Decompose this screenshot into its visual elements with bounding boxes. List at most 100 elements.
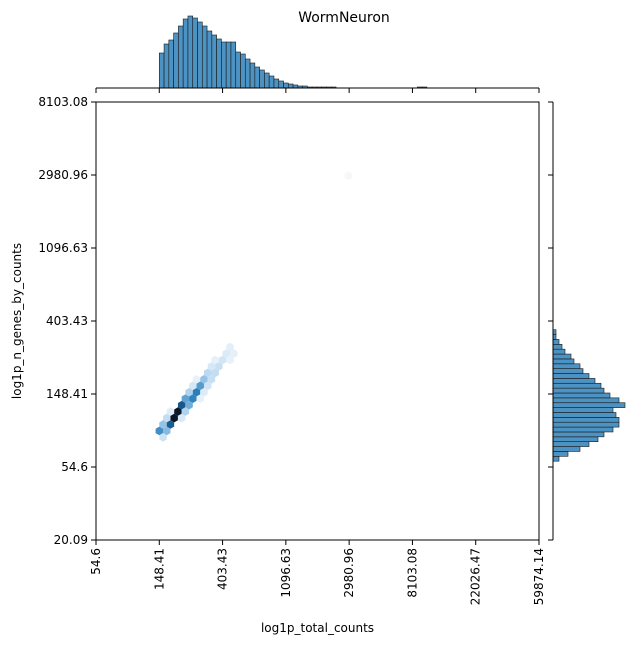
x-marginal-bar xyxy=(168,39,174,89)
x-tick-label: 148.41 xyxy=(152,548,166,590)
x-marginal-bar xyxy=(182,18,189,89)
hexbin-cell xyxy=(203,368,212,378)
x-marginal-bar xyxy=(192,17,198,89)
y-marginal-bar xyxy=(552,402,626,408)
x-marginal-bar xyxy=(235,51,241,89)
y-marginal-bar xyxy=(552,412,617,418)
hexbin-cell xyxy=(218,355,227,365)
hexbin-cell xyxy=(192,375,201,384)
y-marginal-histogram xyxy=(552,329,626,462)
x-marginal-bar xyxy=(197,21,203,89)
x-tick-label: 1096.63 xyxy=(279,548,293,598)
hexbin-cell xyxy=(344,171,353,181)
y-tick-label: 1096.63 xyxy=(38,241,88,255)
y-marginal-bar xyxy=(552,421,620,428)
y-marginal-bar xyxy=(552,407,614,413)
y-marginal-bar xyxy=(552,436,599,442)
x-marginal-bar xyxy=(158,52,165,89)
hexbin-cell xyxy=(200,375,208,384)
x-axis: 54.6 148.41 403.43 1096.63 2980.96 8103.08 220… xyxy=(89,540,546,605)
hexbin-cell xyxy=(174,407,182,416)
y-marginal-bar xyxy=(552,382,602,389)
hexbin-cell xyxy=(215,362,223,371)
hexbin-cell xyxy=(200,387,208,397)
y-marginal-bar xyxy=(552,363,581,369)
y-tick-label: 148.41 xyxy=(46,387,88,401)
y-tick-label: 403.43 xyxy=(46,314,88,328)
y-marginal-ticks xyxy=(548,101,553,541)
y-marginal-bar xyxy=(552,358,575,365)
y-marginal-bar xyxy=(552,426,614,433)
x-marginal-bar xyxy=(230,41,237,89)
y-marginal-bar xyxy=(552,456,560,462)
y-marginal-bar xyxy=(552,392,611,399)
y-marginal-bar xyxy=(552,441,590,447)
hexbin-cell xyxy=(189,381,197,391)
x-tick-label: 403.43 xyxy=(216,548,230,590)
x-marginal-bar xyxy=(163,43,170,89)
x-marginal-bar xyxy=(206,30,213,89)
x-marginal-bar xyxy=(254,66,260,89)
x-tick-label: 8103.08 xyxy=(405,548,419,598)
hexbin-cell xyxy=(207,362,216,371)
y-marginal-bar xyxy=(552,387,605,394)
x-marginal-bar xyxy=(221,41,227,89)
x-marginal-bar xyxy=(268,75,275,89)
y-tick-label: 8103.08 xyxy=(38,95,88,109)
y-marginal-bar xyxy=(552,431,605,438)
y-tick-label: 20.09 xyxy=(54,533,88,547)
y-axis-label: log1p_n_genes_by_counts xyxy=(10,243,24,399)
x-marginal-bar xyxy=(259,69,265,89)
y-marginal-bar xyxy=(552,353,572,360)
hexbin-cell xyxy=(185,387,193,397)
x-tick-label: 54.6 xyxy=(89,548,103,575)
hexbin-cell xyxy=(192,387,201,397)
hexbin-cell xyxy=(163,426,171,436)
hexbin-cell xyxy=(159,420,167,429)
y-tick-label: 54.6 xyxy=(61,460,88,474)
hexbin-cell xyxy=(189,394,197,403)
x-marginal-bar xyxy=(173,32,179,89)
hexbin-cell xyxy=(196,394,204,403)
x-marginal-bar xyxy=(249,62,256,89)
x-marginal-bar xyxy=(244,58,251,89)
x-marginal-bar xyxy=(187,15,194,89)
y-marginal-bar xyxy=(552,348,566,355)
y-marginal-bar xyxy=(552,368,584,374)
hexbin-cell xyxy=(226,355,234,365)
hexbin-cell xyxy=(163,413,171,423)
y-marginal-bar xyxy=(552,446,581,452)
x-tick-label: 59874.14 xyxy=(532,548,546,605)
y-marginal-bar xyxy=(552,373,590,379)
hexbin-cell xyxy=(230,349,238,358)
hexbin-cell xyxy=(226,342,234,352)
x-marginal-bar xyxy=(225,41,232,89)
hexbin-cell xyxy=(185,400,193,410)
y-marginal-bar xyxy=(552,378,596,384)
x-marginal-bar xyxy=(178,25,184,89)
hexbin-cell xyxy=(159,433,167,442)
x-marginal-bar xyxy=(201,25,208,89)
x-tick-label: 22026.47 xyxy=(469,548,483,605)
x-marginal-bar xyxy=(211,34,217,89)
hexbin-cell xyxy=(196,381,204,391)
hexbin-cell xyxy=(181,394,190,403)
y-marginal-bar xyxy=(552,417,620,423)
x-marginal-ticks xyxy=(95,88,540,93)
y-tick-label: 2980.96 xyxy=(38,168,88,182)
hexbin-cell xyxy=(170,413,178,423)
hexbin-cell xyxy=(203,381,212,391)
y-marginal-bar xyxy=(552,397,620,404)
chart-title: WormNeuron xyxy=(298,10,390,26)
joint-plot-area xyxy=(95,101,540,541)
hexbin-cell xyxy=(177,400,186,410)
hexbin-cell xyxy=(211,355,219,365)
x-marginal-bar xyxy=(216,38,222,89)
x-axis-label: log1p_total_counts xyxy=(261,621,374,635)
y-axis: 20.09 54.6 148.41 403.43 1096.63 2980.96 8103.… xyxy=(38,95,96,547)
hexbin-cell xyxy=(177,413,186,423)
hexbin-cell xyxy=(166,420,175,429)
x-marginal-histogram xyxy=(158,15,428,89)
hexbin-cell xyxy=(155,426,164,436)
